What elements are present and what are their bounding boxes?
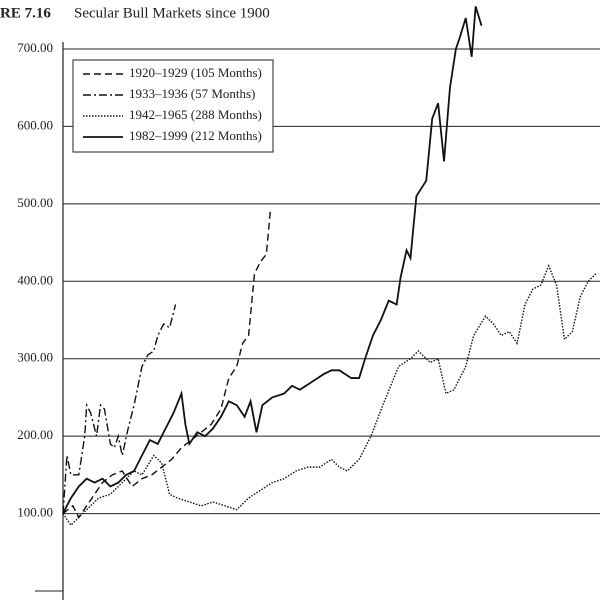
figure-label: RE 7.16 <box>0 5 51 21</box>
y-tick-label: 500.00 <box>17 195 53 210</box>
line <box>62 211 271 519</box>
y-tick-label: 600.00 <box>17 117 53 132</box>
y-tick-label: 300.00 <box>17 350 53 365</box>
y-tick-label: 100.00 <box>17 505 53 520</box>
y-tick-label: 200.00 <box>17 427 53 442</box>
legend-label: 1933–1936 (57 Months) <box>129 86 255 101</box>
line <box>62 6 483 514</box>
line <box>62 263 597 527</box>
legend-label: 1982–1999 (212 Months) <box>129 128 262 143</box>
y-tick-label: 400.00 <box>17 272 53 287</box>
legend-label: 1942–1965 (288 Months) <box>129 107 262 122</box>
y-tick-label: 700.00 <box>17 40 53 55</box>
legend-label: 1920–1929 (105 Months) <box>129 65 262 80</box>
chart-title: Secular Bull Markets since 1900 <box>74 5 270 21</box>
